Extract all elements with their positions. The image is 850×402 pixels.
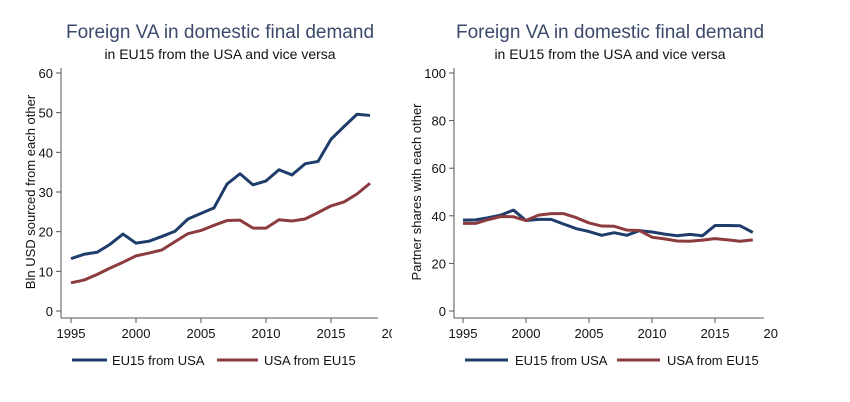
y-tick-label: 100 (424, 66, 446, 81)
x-tick-label: 1995 (57, 326, 86, 341)
y-tick-label: 50 (39, 106, 53, 121)
x-tick-label: 2005 (187, 326, 216, 341)
legend-label: EU15 from USA (515, 353, 608, 368)
y-tick-label: 20 (432, 256, 446, 271)
x-tick-label: 2015 (701, 326, 730, 341)
x-tick-label: 2000 (122, 326, 151, 341)
series-line (70, 182, 371, 285)
y-tick-label: 0 (46, 304, 53, 319)
legend-label: EU15 from USA (112, 353, 205, 368)
series-line (463, 212, 753, 243)
series-usa-from-eu15 (462, 212, 753, 243)
x-tick-label: 2005 (575, 326, 604, 341)
x-tick-label: 2010 (638, 326, 667, 341)
y-tick-label: 40 (39, 145, 53, 160)
y-tick-label: 20 (39, 225, 53, 240)
x-tick-label: 1995 (449, 326, 478, 341)
panel-2: Foreign VA in domestic final demand in EU… (409, 22, 793, 368)
series-eu15-from-usa (462, 208, 754, 238)
series-eu15-from-usa (70, 112, 371, 261)
x-tick-label: 2000 (512, 326, 541, 341)
y-tick-label: 40 (432, 209, 446, 224)
y-tick-label: 60 (39, 66, 53, 81)
chart-title: Foreign VA in domestic final demand (66, 22, 374, 43)
series-usa-from-eu15 (70, 182, 371, 285)
y-axis-label: Partner shares with each other (409, 103, 424, 281)
y-tick-label: 10 (39, 264, 53, 279)
y-axis-label: Bln USD sourced from each other (23, 94, 38, 289)
chart-title: Foreign VA in domestic final demand (456, 22, 764, 43)
y-tick-label: 0 (439, 304, 446, 319)
y-tick-label: 30 (39, 185, 53, 200)
series-line (462, 208, 754, 238)
y-tick-label: 80 (432, 114, 446, 129)
legend-label: USA from EU15 (667, 353, 759, 368)
panel-1: Foreign VA in domestic final demand in EU… (23, 22, 411, 368)
x-tick-label: 2020 (764, 326, 793, 341)
series-line (70, 112, 371, 261)
chart-subtitle: in EU15 from the USA and vice versa (494, 46, 725, 62)
chart-subtitle: in EU15 from the USA and vice versa (104, 46, 335, 62)
legend-label: USA from EU15 (264, 353, 356, 368)
x-tick-label: 2010 (252, 326, 281, 341)
y-tick-label: 60 (432, 161, 446, 176)
x-tick-label: 2015 (317, 326, 346, 341)
x-tick-label: 2020 (382, 326, 411, 341)
